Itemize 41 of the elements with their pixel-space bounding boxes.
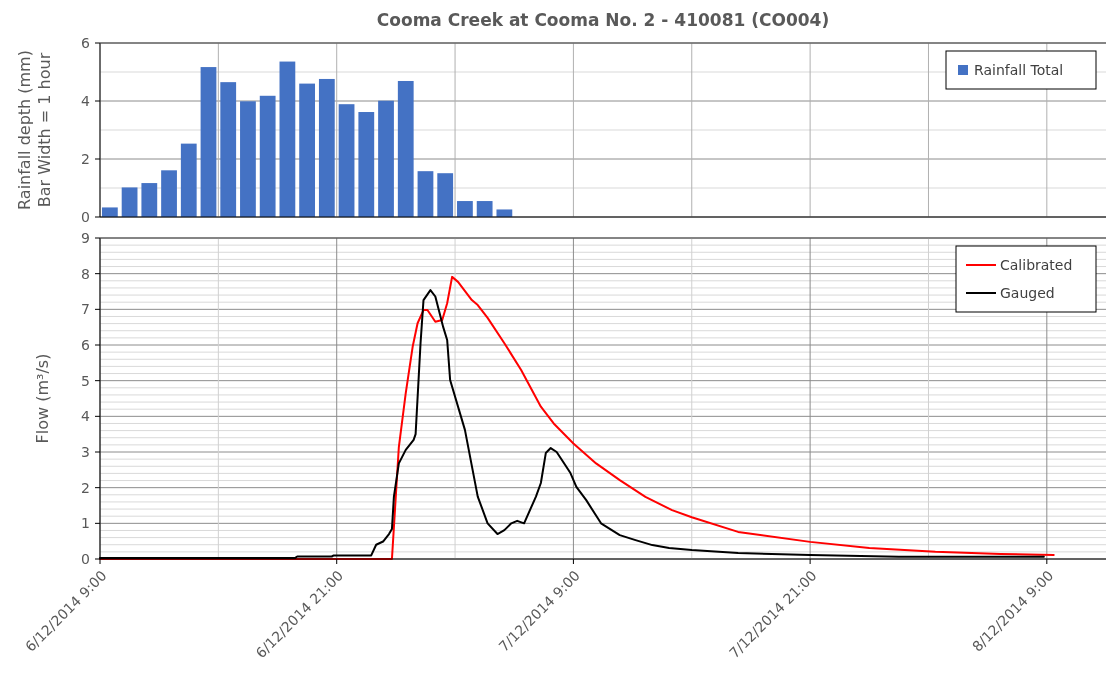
y-tick-label: 0 [81, 208, 90, 225]
bar [121, 187, 138, 217]
bar [397, 80, 414, 217]
bar [220, 82, 237, 217]
y-tick-label: 4 [81, 408, 91, 425]
bar [318, 78, 335, 217]
y-axis-title: Rainfall depth (mm) Bar Width = 1 hour [15, 50, 54, 210]
bar [101, 207, 118, 217]
bar [457, 201, 473, 217]
legend-label: Calibrated [1000, 256, 1073, 273]
bar [180, 143, 197, 217]
chart-title: Cooma Creek at Cooma No. 2 - 410081 (CO004) [376, 10, 830, 30]
y-tick-label: 1 [81, 515, 90, 532]
bar [161, 170, 177, 217]
bar [259, 95, 276, 217]
y-tick-label: 9 [81, 229, 90, 246]
y-tick-label: 3 [81, 443, 90, 460]
y-tick-label: 4 [81, 92, 91, 109]
y-tick-label: 2 [81, 479, 90, 496]
y-tick-label: 5 [81, 372, 90, 389]
bar [200, 67, 217, 217]
y-tick-label: 6 [81, 34, 91, 51]
y-tick-label: 7 [81, 301, 90, 318]
bar [476, 201, 493, 217]
y-tick-label: 0 [81, 550, 90, 567]
bar [417, 171, 434, 217]
bar [358, 112, 375, 217]
bar [338, 104, 355, 217]
y-tick-label: 2 [81, 150, 90, 167]
bar [378, 100, 394, 217]
bar [437, 173, 454, 217]
y-tick-label: 6 [81, 336, 91, 353]
y-tick-label: 8 [81, 265, 90, 282]
y-axis-title: Flow (m³/s) [33, 353, 52, 444]
bar [299, 83, 316, 217]
bar [141, 183, 158, 217]
legend-label: Rainfall Total [974, 61, 1064, 78]
bar [279, 61, 296, 217]
legend-label: Gauged [1000, 284, 1055, 301]
bar [240, 101, 256, 217]
bar [496, 209, 513, 217]
